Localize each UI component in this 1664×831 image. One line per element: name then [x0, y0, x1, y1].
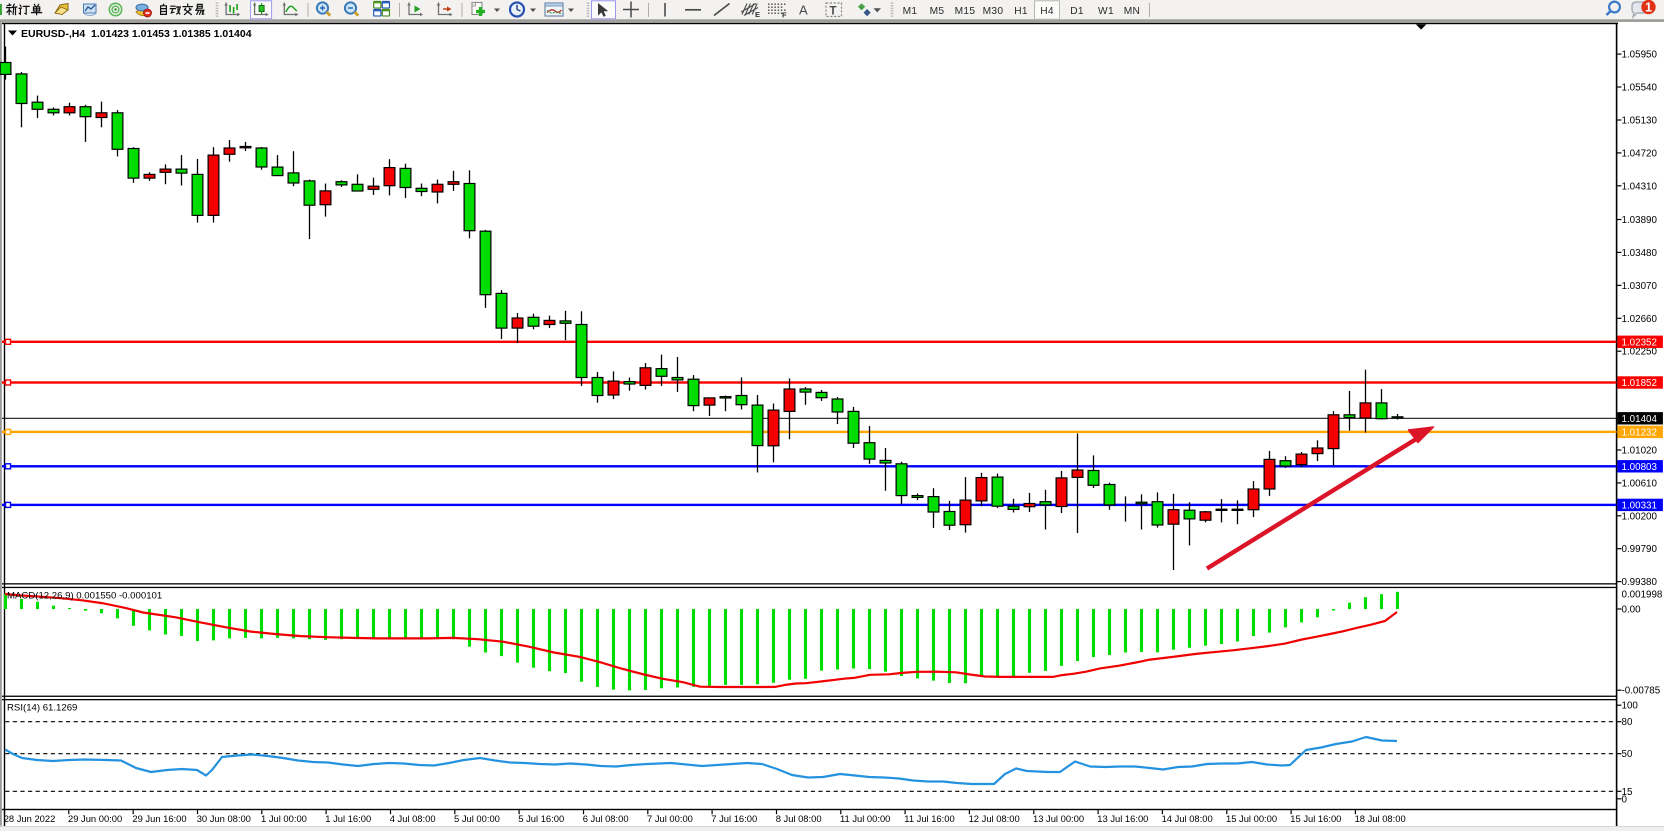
svg-text:EURUSD-,H4 1.01423 1.01453 1.: EURUSD-,H4 1.01423 1.01453 1.01385 1.014… — [21, 28, 252, 40]
svg-text:0.99790: 0.99790 — [1622, 544, 1658, 555]
svg-text:1.04310: 1.04310 — [1622, 181, 1658, 192]
svg-text:1.03480: 1.03480 — [1622, 248, 1658, 259]
svg-text:1.02250: 1.02250 — [1622, 347, 1658, 358]
svg-text:W1: W1 — [1098, 6, 1114, 17]
svg-text:15: 15 — [1622, 787, 1633, 798]
svg-text:1.05130: 1.05130 — [1622, 116, 1658, 127]
svg-text:12 Jul 08:00: 12 Jul 08:00 — [969, 813, 1020, 824]
svg-text:1.04720: 1.04720 — [1622, 148, 1658, 159]
svg-text:4 Jul 08:00: 4 Jul 08:00 — [390, 813, 436, 824]
svg-text:13 Jul 16:00: 13 Jul 16:00 — [1097, 813, 1148, 824]
svg-text:1.00610: 1.00610 — [1622, 478, 1658, 489]
svg-text:1.02352: 1.02352 — [1622, 337, 1657, 348]
svg-text:7 Jul 16:00: 7 Jul 16:00 — [711, 813, 757, 824]
svg-text:0.99380: 0.99380 — [1622, 577, 1658, 588]
svg-text:5 Jul 16:00: 5 Jul 16:00 — [518, 813, 564, 824]
svg-text:0.00: 0.00 — [1622, 605, 1642, 616]
svg-text:M30: M30 — [983, 6, 1004, 17]
svg-text:1.03070: 1.03070 — [1622, 281, 1658, 292]
svg-text:1.01232: 1.01232 — [1622, 427, 1657, 438]
svg-text:18 Jul 08:00: 18 Jul 08:00 — [1355, 813, 1406, 824]
svg-text:1.00331: 1.00331 — [1622, 500, 1657, 511]
svg-text:T: T — [830, 5, 837, 17]
svg-text:1 Jul 16:00: 1 Jul 16:00 — [325, 813, 371, 824]
svg-text:MACD(12,26,9) 0.001550 -0.0001: MACD(12,26,9) 0.001550 -0.000101 — [7, 591, 162, 602]
svg-text:1.01852: 1.01852 — [1622, 378, 1657, 389]
svg-text:11 Jul 16:00: 11 Jul 16:00 — [904, 813, 954, 824]
svg-text:15 Jul 16:00: 15 Jul 16:00 — [1290, 813, 1341, 824]
svg-text:M1: M1 — [903, 6, 918, 17]
svg-text:1.01020: 1.01020 — [1622, 446, 1658, 457]
svg-text:13 Jul 00:00: 13 Jul 00:00 — [1033, 813, 1084, 824]
svg-text:6 Jul 08:00: 6 Jul 08:00 — [583, 813, 629, 824]
svg-text:M15: M15 — [955, 6, 976, 17]
svg-text:1.05950: 1.05950 — [1622, 50, 1658, 61]
svg-text:100: 100 — [1622, 701, 1639, 712]
svg-text:1.02660: 1.02660 — [1622, 314, 1658, 325]
svg-text:RSI(14) 61.1269: RSI(14) 61.1269 — [7, 703, 77, 714]
svg-text:1.01404: 1.01404 — [1622, 414, 1658, 425]
svg-text:14 Jul 08:00: 14 Jul 08:00 — [1162, 813, 1213, 824]
svg-text:1: 1 — [1645, 1, 1652, 15]
svg-text:1.05540: 1.05540 — [1622, 83, 1658, 94]
svg-text:1.00803: 1.00803 — [1622, 462, 1658, 473]
svg-text:1.03890: 1.03890 — [1622, 215, 1658, 226]
svg-text:F: F — [782, 11, 787, 20]
svg-text:7 Jul 00:00: 7 Jul 00:00 — [647, 813, 693, 824]
svg-text:H4: H4 — [1040, 6, 1054, 17]
svg-text:8 Jul 08:00: 8 Jul 08:00 — [776, 813, 822, 824]
svg-text:5 Jul 00:00: 5 Jul 00:00 — [454, 813, 500, 824]
svg-text:1 Jul 00:00: 1 Jul 00:00 — [261, 813, 307, 824]
svg-text:E: E — [755, 10, 760, 19]
svg-text:A: A — [799, 3, 808, 18]
svg-text:MN: MN — [1124, 6, 1140, 17]
svg-text:80: 80 — [1622, 717, 1633, 728]
svg-text:15 Jul 00:00: 15 Jul 00:00 — [1226, 813, 1277, 824]
svg-text:1.00200: 1.00200 — [1622, 511, 1658, 522]
svg-text:50: 50 — [1622, 749, 1633, 760]
svg-text:0: 0 — [1622, 794, 1628, 805]
svg-text:0.001998: 0.001998 — [1622, 589, 1663, 600]
svg-text:-0.00785: -0.00785 — [1622, 686, 1661, 697]
svg-text:M5: M5 — [930, 6, 945, 17]
svg-text:29 Jun 00:00: 29 Jun 00:00 — [68, 813, 122, 824]
svg-text:H1: H1 — [1014, 6, 1028, 17]
svg-text:11 Jul 00:00: 11 Jul 00:00 — [840, 813, 890, 824]
svg-text:28 Jun 2022: 28 Jun 2022 — [4, 813, 56, 824]
svg-text:D1: D1 — [1070, 6, 1084, 17]
svg-text:30 Jun 08:00: 30 Jun 08:00 — [197, 813, 251, 824]
svg-text:29 Jun 16:00: 29 Jun 16:00 — [132, 813, 186, 824]
